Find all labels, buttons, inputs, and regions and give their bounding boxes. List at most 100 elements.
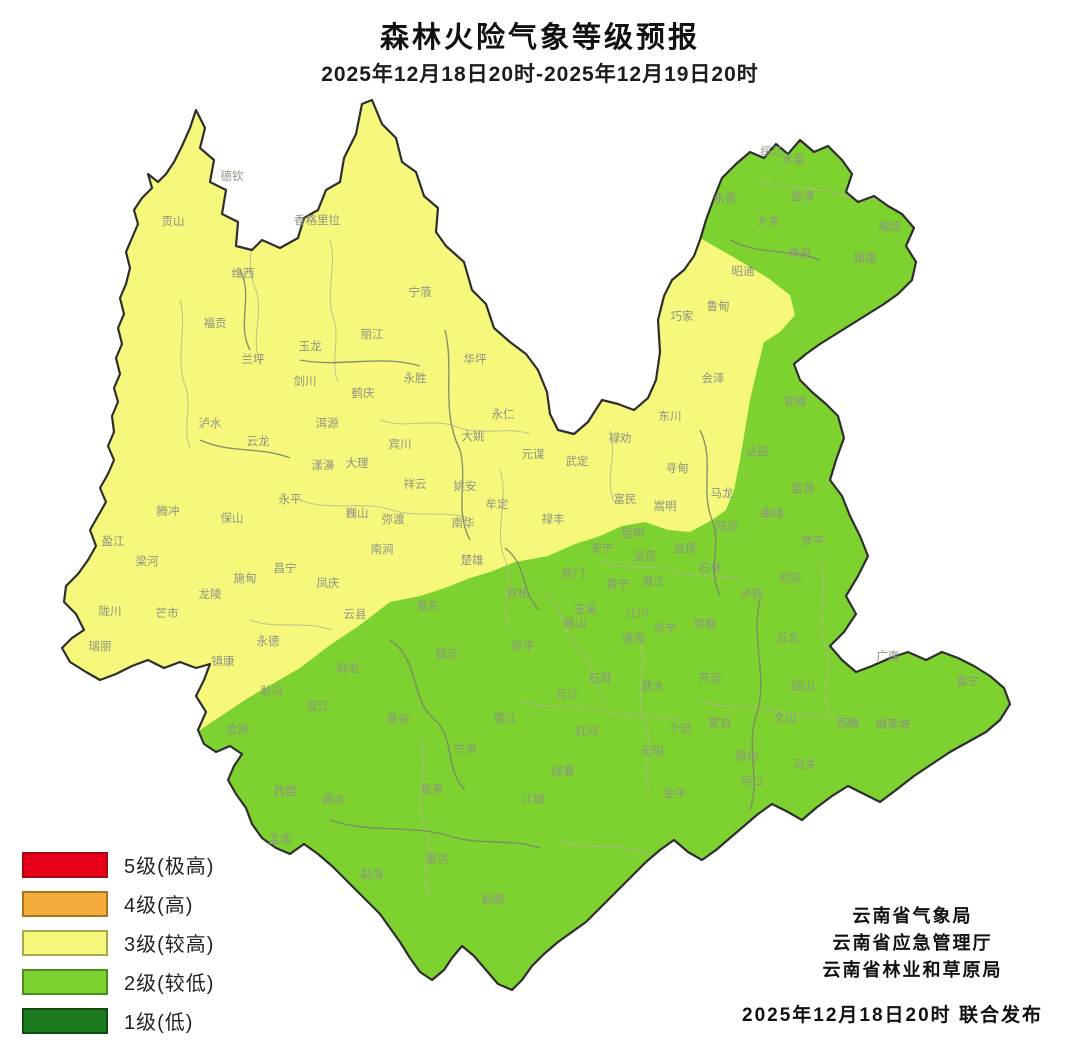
county-label: 南华: [452, 516, 475, 530]
county-label: 东川: [659, 410, 682, 423]
release-time: 2025年12月18日20时 联合发布: [742, 1005, 1043, 1026]
county-label: 昆明: [622, 527, 645, 540]
county-label: 勐海: [361, 867, 384, 881]
county-label: 屏边: [736, 750, 759, 763]
county-label: 西盟: [274, 785, 297, 798]
county-label: 红河: [576, 725, 599, 738]
legend-label: 2级(较低): [124, 973, 215, 995]
county-label: 镇康: [212, 654, 235, 668]
legend-label: 3级(较高): [124, 934, 215, 956]
county-label: 江川: [626, 607, 649, 620]
county-label: 陆良: [716, 519, 739, 533]
legend-swatch-level3: [22, 929, 108, 956]
county-label: 墨江: [494, 712, 517, 725]
county-label: 瑞丽: [89, 639, 112, 653]
publisher-line: 云南省气象局: [852, 906, 973, 926]
county-label: 云县: [344, 608, 367, 621]
county-label: 富宁: [957, 674, 980, 688]
county-label: 元谋: [522, 448, 545, 461]
county-label: 呈贡: [634, 550, 657, 563]
forecast-period: 2025年12月18日20时-2025年12月19日20时: [321, 63, 759, 86]
county-label: 牟定: [486, 497, 509, 511]
county-label: 峨山: [564, 617, 587, 630]
county-label: 景洪: [426, 852, 449, 866]
county-label: 思茅: [421, 783, 444, 796]
county-label: 勐腊: [482, 893, 505, 906]
county-label: 镇雄: [854, 251, 877, 265]
county-label: 金平: [664, 786, 687, 800]
county-label: 巧家: [671, 309, 694, 323]
county-label: 开远: [699, 672, 722, 685]
county-label: 澄江: [642, 574, 665, 588]
county-label: 鹤庆: [352, 386, 375, 400]
county-label: 云龙: [247, 435, 270, 448]
county-label: 马龙: [711, 487, 734, 500]
legend-swatch-level2: [22, 968, 108, 995]
county-label: 大姚: [462, 429, 485, 443]
county-label: 嵩明: [654, 500, 677, 513]
county-label: 大关: [757, 214, 780, 228]
county-label: 宣威: [784, 394, 807, 408]
county-label: 施甸: [234, 572, 257, 585]
county-label: 泸水: [199, 417, 222, 430]
county-label: 宾川: [389, 437, 412, 451]
county-label: 德钦: [221, 169, 244, 183]
county-label: 河口: [741, 775, 764, 788]
page-title: 森林火险气象等级预报: [379, 22, 700, 54]
legend-swatch-level4: [22, 890, 108, 917]
county-label: 师宗: [779, 571, 802, 585]
county-label: 兰坪: [242, 353, 265, 366]
county-label: 元江: [556, 688, 579, 701]
county-label: 楚雄: [461, 553, 484, 567]
county-label: 永仁: [492, 407, 515, 421]
county-label: 彝良: [789, 246, 812, 260]
county-label: 腾冲: [157, 504, 180, 518]
county-label: 临沧: [337, 661, 360, 675]
county-label: 丘北: [777, 632, 800, 645]
county-label: 禄劝: [609, 431, 632, 445]
county-label: 安宁: [591, 541, 614, 555]
county-label: 玉龙: [299, 340, 322, 353]
county-label: 元阳: [641, 745, 664, 758]
county-label: 镇沅: [436, 647, 459, 661]
legend-item: 1级(低): [22, 1007, 214, 1034]
county-label: 永德: [257, 634, 280, 648]
county-label: 石林: [699, 561, 722, 575]
county-label: 弥勒: [694, 617, 717, 631]
county-label: 建水: [642, 679, 665, 693]
legend-swatch-level5: [22, 851, 108, 878]
county-label: 宁蒗: [409, 285, 432, 299]
county-label: 福贡: [204, 316, 227, 330]
county-label: 西畴: [837, 717, 860, 730]
county-label: 沾益: [746, 444, 769, 458]
county-label: 麻栗坡: [876, 717, 911, 731]
county-label: 罗平: [802, 535, 825, 548]
county-label: 宁洱: [454, 742, 477, 756]
county-label: 个旧: [669, 722, 692, 735]
legend-label: 1级(低): [124, 1012, 194, 1034]
county-label: 姚安: [454, 479, 477, 493]
county-label: 宜良: [674, 541, 697, 555]
county-label: 永胜: [404, 371, 427, 385]
legend-label: 5级(极高): [124, 856, 215, 878]
legend: 5级(极高) 4级(高) 3级(较高) 2级(较低) 1级(低): [22, 851, 214, 1046]
county-label: 贡山: [162, 215, 185, 228]
county-label: 双柏: [507, 586, 530, 600]
county-label: 易门: [562, 566, 585, 580]
county-label: 景谷: [387, 713, 410, 726]
legend-item: 3级(较高): [22, 929, 214, 956]
county-label: 南涧: [371, 542, 394, 556]
county-label: 曲靖: [761, 507, 784, 520]
county-label: 剑川: [294, 374, 317, 388]
county-label: 泸西: [741, 588, 764, 601]
county-label: 双江: [307, 700, 330, 713]
county-label: 洱源: [316, 416, 339, 430]
county-label: 保山: [221, 511, 244, 525]
county-label: 江城: [522, 793, 545, 806]
legend-label: 4级(高): [124, 895, 194, 917]
county-label: 绿春: [552, 764, 575, 778]
county-label: 禄丰: [542, 512, 565, 526]
county-label: 丽江: [361, 328, 384, 341]
county-label: 文山: [774, 711, 797, 725]
county-label: 昌宁: [274, 561, 297, 575]
